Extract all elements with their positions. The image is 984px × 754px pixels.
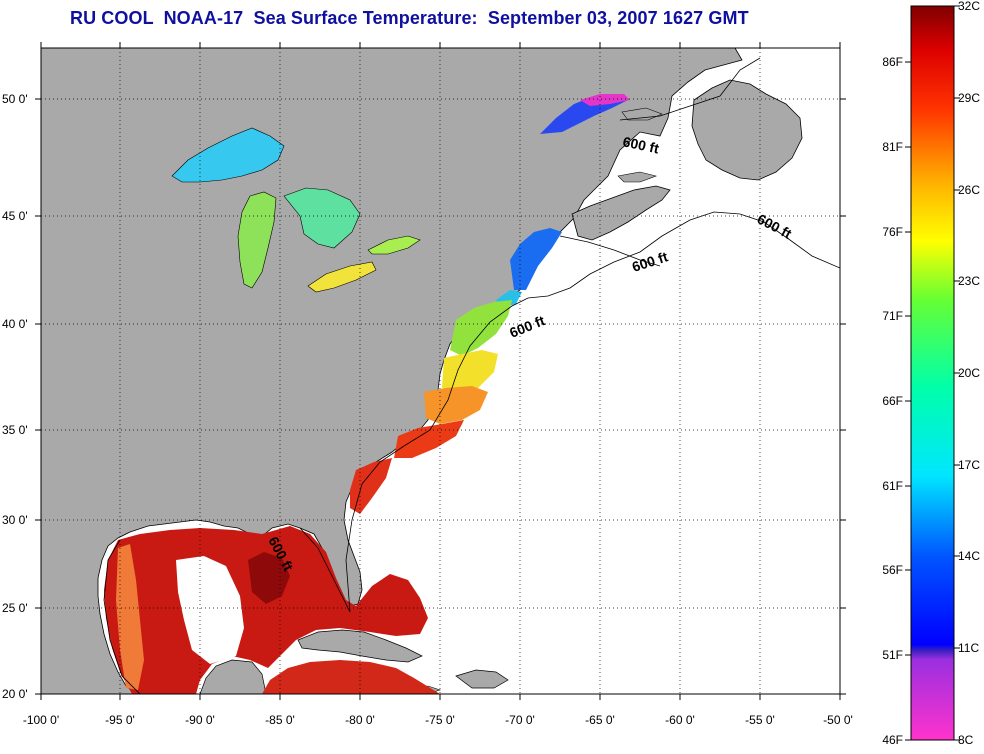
colorbar-f-label: 61F bbox=[882, 479, 903, 493]
sst-gulf-cooler-streak bbox=[116, 544, 144, 690]
map-layers bbox=[41, 48, 840, 694]
lon-tick-label: -55 0' bbox=[745, 713, 775, 727]
sst-st-lawrence-magenta bbox=[580, 94, 630, 106]
lon-tick-label: -80 0' bbox=[345, 713, 375, 727]
lon-axis: -100 0' -95 0' -90 0' -85 0' -80 0' -75 … bbox=[23, 42, 853, 727]
colorbar-f-label: 81F bbox=[882, 140, 903, 154]
lon-tick-label: -50 0' bbox=[823, 713, 853, 727]
colorbar-f-label: 76F bbox=[882, 225, 903, 239]
lat-tick-label: 30 0' bbox=[2, 513, 28, 527]
sst-gulf-of-maine bbox=[510, 228, 562, 290]
sst-mid-atlantic bbox=[450, 300, 512, 356]
contour-600ft bbox=[103, 57, 840, 694]
lon-tick-label: -60 0' bbox=[665, 713, 695, 727]
sst-gulf-cloud-gap bbox=[176, 556, 244, 664]
lon-tick-label: -85 0' bbox=[265, 713, 295, 727]
lon-tick-label: -95 0' bbox=[105, 713, 135, 727]
colorbar-c-label: 8C bbox=[958, 733, 974, 747]
land-hispaniola bbox=[455, 669, 509, 689]
land-newfoundland bbox=[691, 79, 803, 181]
lon-tick-label: -90 0' bbox=[185, 713, 215, 727]
lat-tick-label: 45 0' bbox=[2, 209, 28, 223]
sst-se-coast bbox=[394, 420, 464, 458]
land-nova-scotia bbox=[571, 185, 671, 241]
sst-gulf-st-lawrence bbox=[540, 96, 628, 134]
contour-label: 600 ft bbox=[621, 133, 660, 156]
lake-huron bbox=[283, 187, 361, 249]
colorbar-f-label: 51F bbox=[882, 648, 903, 662]
colorbar-c-label: 20C bbox=[958, 366, 980, 380]
sst-hatteras bbox=[424, 386, 488, 424]
lake-ontario bbox=[367, 235, 421, 255]
colorbar-f-label: 46F bbox=[882, 733, 903, 747]
colorbar-gradient bbox=[910, 5, 955, 741]
colorbar-f-label: 66F bbox=[882, 394, 903, 408]
lon-tick-label: -65 0' bbox=[585, 713, 615, 727]
lat-tick-label: 25 0' bbox=[2, 601, 28, 615]
lat-tick-label: 20 0' bbox=[2, 687, 28, 701]
lat-tick-label: 35 0' bbox=[2, 423, 28, 437]
lon-tick-label: -70 0' bbox=[505, 713, 535, 727]
sst-georgia-bight bbox=[350, 458, 392, 514]
colorbar-c-label: 23C bbox=[958, 274, 980, 288]
lon-tick-label: -75 0' bbox=[425, 713, 455, 727]
sst-loop-current-dark bbox=[248, 552, 290, 604]
colorbar-c-label: 14C bbox=[958, 549, 980, 563]
lat-tick-label: 50 0' bbox=[2, 92, 28, 106]
colorbar-c-label: 29C bbox=[958, 91, 980, 105]
lake-michigan bbox=[237, 191, 277, 289]
sst-mid-atlantic-south bbox=[442, 350, 498, 394]
land-cuba bbox=[297, 629, 423, 663]
colorbar-c-label: 11C bbox=[958, 641, 979, 655]
map-title: RU COOL NOAA-17 Sea Surface Temperature:… bbox=[70, 8, 749, 28]
lat-tick-label: 40 0' bbox=[2, 317, 28, 331]
lon-tick-label: -100 0' bbox=[23, 713, 59, 727]
sst-caribbean bbox=[262, 660, 440, 694]
temperature-colorbar: 86F 81F 76F 71F 66F 61F 56F 51F 46F 32C … bbox=[882, 0, 980, 747]
colorbar-f-label: 86F bbox=[882, 55, 903, 69]
land-pei bbox=[617, 171, 658, 183]
colorbar-f-label: 56F bbox=[882, 563, 903, 577]
colorbar-c-label: 26C bbox=[958, 183, 980, 197]
lake-erie bbox=[307, 261, 377, 293]
colorbar-f-label: 71F bbox=[882, 309, 903, 323]
colorbar-c-label: 32C bbox=[958, 0, 980, 13]
lat-axis: 20 0' 25 0' 30 0' 35 0' 40 0' 45 0' 50 0… bbox=[2, 92, 846, 701]
colorbar-c-label: 17C bbox=[958, 458, 980, 472]
